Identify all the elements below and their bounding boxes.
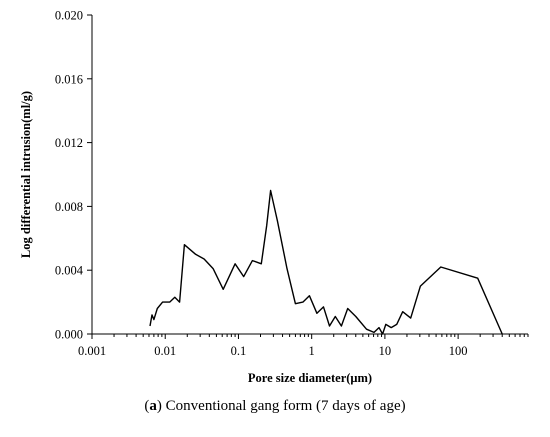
y-axis-title: Log differential intrusion(ml/g) [19,91,33,258]
y-tick-label: 0.008 [55,200,83,214]
y-tick-label: 0.016 [55,72,83,86]
x-tick-label: 0.1 [231,344,247,358]
pore-size-chart: 0.000 0.004 0.008 0.012 0.016 0.020 0.001 0.01… [19,9,529,385]
x-axis-minor-ticks [113,334,529,337]
y-tick-label: 0.020 [55,9,83,23]
x-axis-ticks: 0.001 0.01 0.1 1 10 100 [78,334,468,358]
x-tick-label: 100 [449,344,468,358]
x-tick-label: 1 [309,344,315,358]
x-tick-label: 0.001 [78,344,106,358]
x-tick-label: 10 [379,344,392,358]
series-line [149,189,503,335]
y-tick-label: 0.000 [55,328,83,342]
x-axis-title: Pore size diameter(μm) [248,371,372,385]
figure-caption: (a) Conventional gang form (7 days of ag… [144,398,406,414]
y-tick-label: 0.012 [55,136,83,150]
y-axis-ticks: 0.000 0.004 0.008 0.012 0.016 0.020 [55,9,92,342]
caption-text: Conventional gang form (7 days of age) [165,398,406,414]
x-tick-label: 0.01 [154,344,176,358]
y-tick-label: 0.004 [55,264,84,278]
caption-label: a [149,398,157,414]
